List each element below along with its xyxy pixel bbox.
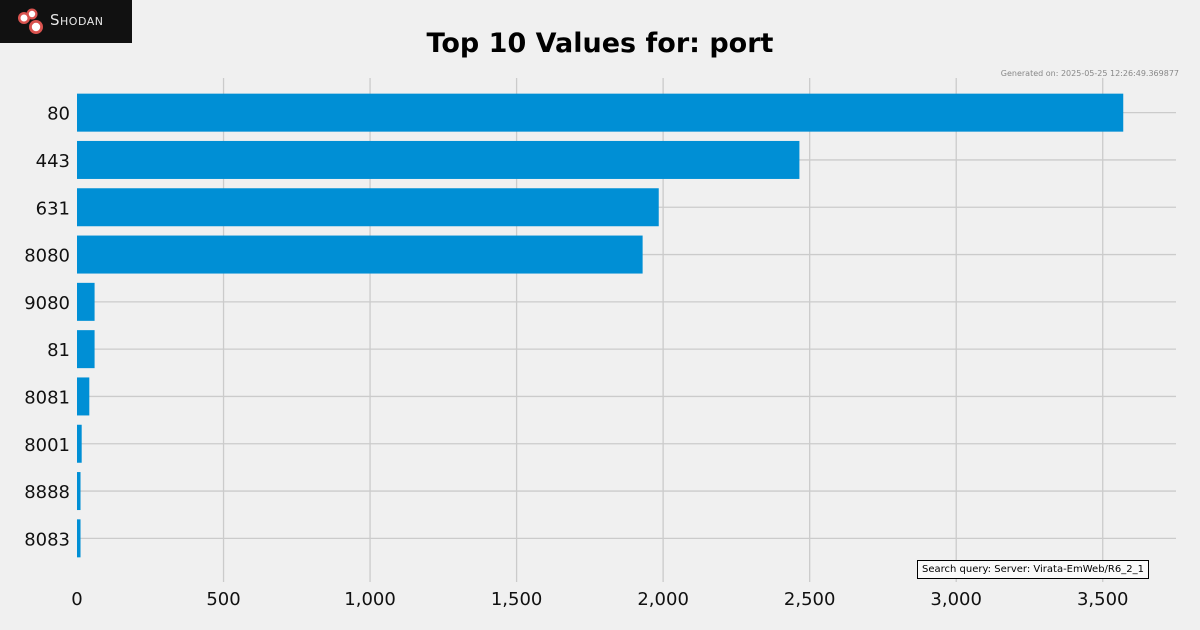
y-tick-label: 81 <box>47 340 70 361</box>
y-tick-label: 8081 <box>24 387 70 408</box>
y-tick-label: 8080 <box>24 246 70 267</box>
bar-631 <box>77 188 659 227</box>
bars <box>77 93 1124 558</box>
x-tick-label: 1,000 <box>344 589 396 610</box>
bar-80 <box>77 93 1124 132</box>
bar-8083 <box>77 519 81 558</box>
y-tick-label: 80 <box>47 104 70 125</box>
x-tick-label: 2,000 <box>637 589 689 610</box>
x-tick-label: 3,000 <box>930 589 982 610</box>
y-tick-labels: 80 443 631 8080 9080 81 8081 8001 8888 8083 <box>24 104 70 551</box>
y-tick-label: 8888 <box>24 482 70 503</box>
x-tick-label: 1,500 <box>491 589 543 610</box>
bar-9080 <box>77 282 95 321</box>
logo: Shodan <box>0 0 132 43</box>
shodan-logo-icon <box>18 8 43 34</box>
brand-name: Shodan <box>50 11 104 29</box>
generated-timestamp: Generated on: 2025-05-25 12:26:49.369877 <box>1000 69 1179 78</box>
x-tick-label: 2,500 <box>784 589 836 610</box>
chart-title: Top 10 Values for: port <box>426 28 774 59</box>
search-query-box: Search query: Server: Virata-EmWeb/R6_2_… <box>917 560 1149 579</box>
bar-8001 <box>77 424 82 463</box>
y-tick-label: 8083 <box>24 529 70 550</box>
y-tick-label: 8001 <box>24 435 70 456</box>
bar-8081 <box>77 377 90 416</box>
bar-8080 <box>77 235 643 274</box>
bar-443 <box>77 140 800 179</box>
y-tick-label: 9080 <box>24 293 70 314</box>
x-tick-label: 0 <box>71 589 82 610</box>
x-tick-label: 3,500 <box>1077 589 1129 610</box>
x-tick-label: 500 <box>206 589 240 610</box>
bar-8888 <box>77 472 81 511</box>
y-tick-label: 443 <box>36 151 70 172</box>
y-tick-label: 631 <box>36 198 70 219</box>
bar-81 <box>77 330 95 369</box>
x-tick-labels: 0 500 1,000 1,500 2,000 2,500 3,000 3,500 <box>71 589 1128 610</box>
